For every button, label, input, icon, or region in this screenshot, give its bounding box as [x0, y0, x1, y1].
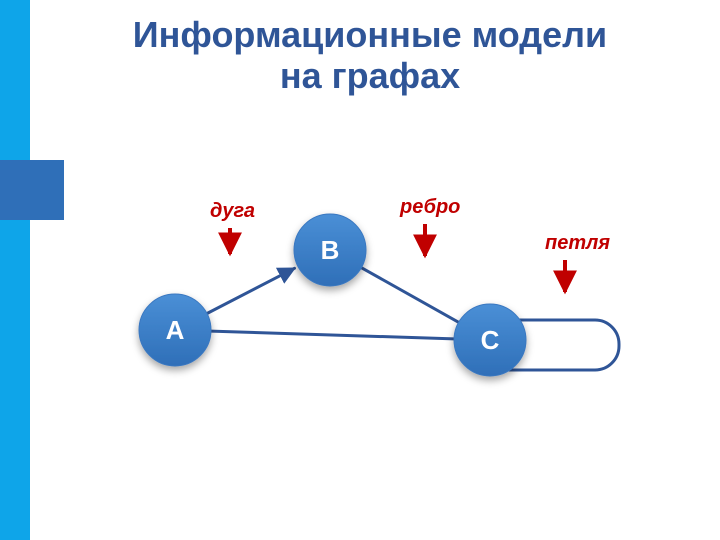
- node-C: С: [454, 304, 526, 376]
- node-label-A: А: [166, 315, 185, 345]
- graph-canvas: А В С: [0, 0, 720, 540]
- node-label-B: В: [321, 235, 340, 265]
- node-label-C: С: [481, 325, 500, 355]
- anno-label-edge: ребро: [400, 196, 460, 219]
- node-B: В: [294, 214, 366, 286]
- edge-B-C: [361, 268, 458, 323]
- nodes-layer: А В С: [139, 214, 526, 376]
- edge-A-C: [211, 331, 454, 339]
- node-A: А: [139, 294, 211, 366]
- edge-A-B: [207, 268, 294, 313]
- annotations-layer: [230, 224, 565, 292]
- anno-label-loop: петля: [545, 232, 610, 255]
- edges-layer: [207, 268, 619, 370]
- anno-label-arc: дуга: [210, 200, 255, 223]
